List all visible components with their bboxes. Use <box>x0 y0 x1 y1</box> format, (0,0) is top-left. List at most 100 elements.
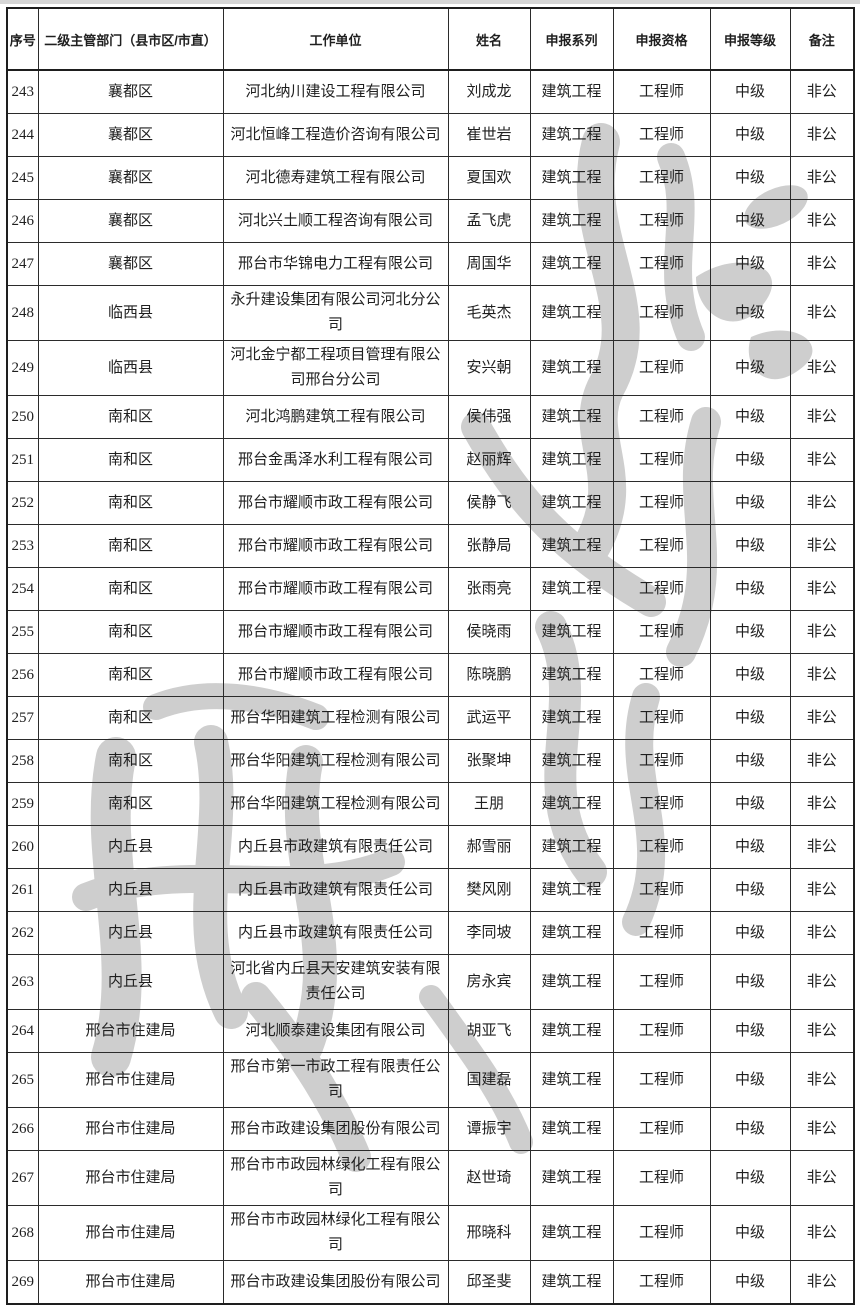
cell-serial: 245 <box>6 156 39 200</box>
cell-name: 安兴朝 <box>447 340 531 396</box>
table-row: 254 南和区 邢台市耀顺市政工程有限公司 张雨亮 建筑工程 工程师 中级 非公 <box>6 567 855 611</box>
cell-remark: 非公 <box>789 395 855 439</box>
cell-series: 建筑工程 <box>529 285 614 341</box>
cell-department: 内丘县 <box>37 868 224 912</box>
cell-work-unit: 邢台华阳建筑工程检测有限公司 <box>222 696 449 740</box>
cell-serial: 266 <box>6 1107 39 1151</box>
cell-level: 中级 <box>709 610 791 654</box>
cell-work-unit: 永升建设集团有限公司河北分公司 <box>222 285 449 341</box>
table-row: 253 南和区 邢台市耀顺市政工程有限公司 张静局 建筑工程 工程师 中级 非公 <box>6 524 855 568</box>
cell-level: 中级 <box>709 395 791 439</box>
cell-department: 南和区 <box>37 610 224 654</box>
table-row: 248 临西县 永升建设集团有限公司河北分公司 毛英杰 建筑工程 工程师 中级 非公 <box>6 285 855 341</box>
table-row: 251 南和区 邢台金禹泽水利工程有限公司 赵丽辉 建筑工程 工程师 中级 非公 <box>6 438 855 482</box>
cell-level: 中级 <box>709 825 791 869</box>
table-row: 246 襄都区 河北兴土顺工程咨询有限公司 孟飞虎 建筑工程 工程师 中级 非公 <box>6 199 855 243</box>
table-row: 258 南和区 邢台华阳建筑工程检测有限公司 张聚坤 建筑工程 工程师 中级 非公 <box>6 739 855 783</box>
cell-name: 侯晓雨 <box>447 610 531 654</box>
cell-name: 刘成龙 <box>447 69 531 114</box>
cell-series: 建筑工程 <box>529 395 614 439</box>
page-top-edge <box>0 0 860 4</box>
cell-series: 建筑工程 <box>529 954 614 1010</box>
cell-level: 中级 <box>709 1052 791 1108</box>
cell-remark: 非公 <box>789 481 855 525</box>
cell-work-unit: 河北恒峰工程造价咨询有限公司 <box>222 113 449 157</box>
cell-name: 夏国欢 <box>447 156 531 200</box>
cell-department: 邢台市住建局 <box>37 1052 224 1108</box>
cell-work-unit: 河北金宁都工程项目管理有限公司邢台分公司 <box>222 340 449 396</box>
cell-series: 建筑工程 <box>529 610 614 654</box>
cell-work-unit: 河北德寿建筑工程有限公司 <box>222 156 449 200</box>
cell-level: 中级 <box>709 653 791 697</box>
cell-series: 建筑工程 <box>529 113 614 157</box>
cell-remark: 非公 <box>789 156 855 200</box>
cell-work-unit: 邢台金禹泽水利工程有限公司 <box>222 438 449 482</box>
cell-work-unit: 邢台市政建设集团股份有限公司 <box>222 1260 449 1305</box>
cell-serial: 250 <box>6 395 39 439</box>
cell-series: 建筑工程 <box>529 1260 614 1305</box>
table-row: 268 邢台市住建局 邢台市市政园林绿化工程有限公司 邢晓科 建筑工程 工程师 中级 非公 <box>6 1205 855 1261</box>
cell-department: 襄都区 <box>37 156 224 200</box>
table-row: 269 邢台市住建局 邢台市政建设集团股份有限公司 邱圣斐 建筑工程 工程师 中级 非公 <box>6 1260 855 1305</box>
cell-name: 毛英杰 <box>447 285 531 341</box>
cell-series: 建筑工程 <box>529 199 614 243</box>
header-cell-remark: 备注 <box>789 7 855 71</box>
cell-qualification: 工程师 <box>612 340 711 396</box>
cell-work-unit: 邢台市华锦电力工程有限公司 <box>222 242 449 286</box>
cell-name: 李同坡 <box>447 911 531 955</box>
cell-department: 内丘县 <box>37 825 224 869</box>
cell-work-unit: 河北鸿鹏建筑工程有限公司 <box>222 395 449 439</box>
cell-qualification: 工程师 <box>612 113 711 157</box>
cell-department: 南和区 <box>37 438 224 482</box>
cell-qualification: 工程师 <box>612 954 711 1010</box>
cell-department: 南和区 <box>37 653 224 697</box>
cell-work-unit: 邢台华阳建筑工程检测有限公司 <box>222 739 449 783</box>
header-cell-level: 申报等级 <box>709 7 791 71</box>
cell-department: 南和区 <box>37 739 224 783</box>
cell-serial: 255 <box>6 610 39 654</box>
cell-series: 建筑工程 <box>529 524 614 568</box>
cell-serial: 246 <box>6 199 39 243</box>
header-cell-name: 姓名 <box>447 7 531 71</box>
cell-work-unit: 邢台华阳建筑工程检测有限公司 <box>222 782 449 826</box>
cell-department: 内丘县 <box>37 911 224 955</box>
cell-work-unit: 河北顺泰建设集团有限公司 <box>222 1009 449 1053</box>
cell-name: 赵丽辉 <box>447 438 531 482</box>
cell-level: 中级 <box>709 1205 791 1261</box>
cell-qualification: 工程师 <box>612 567 711 611</box>
cell-department: 襄都区 <box>37 69 224 114</box>
cell-remark: 非公 <box>789 199 855 243</box>
cell-series: 建筑工程 <box>529 739 614 783</box>
cell-work-unit: 内丘县市政建筑有限责任公司 <box>222 825 449 869</box>
cell-name: 国建磊 <box>447 1052 531 1108</box>
cell-level: 中级 <box>709 696 791 740</box>
cell-department: 邢台市住建局 <box>37 1107 224 1151</box>
cell-series: 建筑工程 <box>529 156 614 200</box>
table-row: 245 襄都区 河北德寿建筑工程有限公司 夏国欢 建筑工程 工程师 中级 非公 <box>6 156 855 200</box>
cell-name: 武运平 <box>447 696 531 740</box>
cell-level: 中级 <box>709 782 791 826</box>
cell-series: 建筑工程 <box>529 911 614 955</box>
cell-name: 侯伟强 <box>447 395 531 439</box>
cell-remark: 非公 <box>789 1260 855 1305</box>
table-row: 266 邢台市住建局 邢台市政建设集团股份有限公司 谭振宇 建筑工程 工程师 中级 非公 <box>6 1107 855 1151</box>
table-row: 243 襄都区 河北纳川建设工程有限公司 刘成龙 建筑工程 工程师 中级 非公 <box>6 69 855 114</box>
cell-series: 建筑工程 <box>529 242 614 286</box>
cell-name: 王朋 <box>447 782 531 826</box>
cell-series: 建筑工程 <box>529 69 614 114</box>
table-row: 261 内丘县 内丘县市政建筑有限责任公司 樊风刚 建筑工程 工程师 中级 非公 <box>6 868 855 912</box>
cell-level: 中级 <box>709 285 791 341</box>
cell-level: 中级 <box>709 69 791 114</box>
table-row: 247 襄都区 邢台市华锦电力工程有限公司 周国华 建筑工程 工程师 中级 非公 <box>6 242 855 286</box>
header-cell-work-unit: 工作单位 <box>222 7 449 71</box>
cell-name: 房永宾 <box>447 954 531 1010</box>
cell-serial: 265 <box>6 1052 39 1108</box>
cell-department: 临西县 <box>37 340 224 396</box>
cell-remark: 非公 <box>789 911 855 955</box>
cell-level: 中级 <box>709 481 791 525</box>
cell-work-unit: 邢台市第一市政工程有限责任公司 <box>222 1052 449 1108</box>
cell-name: 崔世岩 <box>447 113 531 157</box>
cell-qualification: 工程师 <box>612 285 711 341</box>
cell-serial: 248 <box>6 285 39 341</box>
cell-name: 邢晓科 <box>447 1205 531 1261</box>
